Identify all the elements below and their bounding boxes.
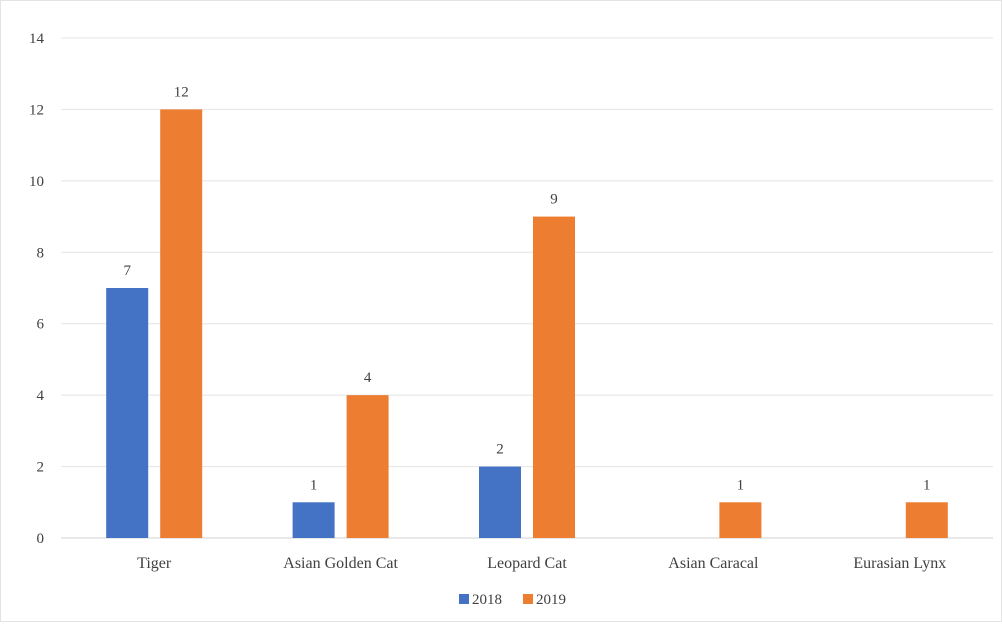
x-tick-label: Asian Caracal	[668, 555, 759, 572]
legend-swatch-2019	[523, 594, 533, 604]
x-tick-label: Asian Golden Cat	[283, 555, 398, 572]
bar-2019-asian-golden-cat	[346, 395, 389, 538]
y-tick-label: 4	[37, 388, 45, 404]
legend-label: 2019	[536, 592, 566, 608]
bar-2019-leopard-cat	[533, 216, 575, 539]
y-tick-label: 8	[37, 245, 45, 261]
data-label: 9	[550, 192, 558, 208]
x-tick-label: Eurasian Lynx	[853, 555, 946, 572]
bar-2018-tiger	[106, 288, 149, 538]
data-label: 1	[737, 477, 745, 493]
legend-swatch-2018	[459, 594, 469, 604]
bar-2019-tiger	[160, 109, 203, 538]
y-tick-label: 0	[37, 531, 45, 547]
y-tick-label: 14	[29, 31, 45, 47]
data-label: 12	[174, 84, 189, 100]
data-label: 2	[496, 442, 504, 458]
x-axis-labels: Tiger Asian Golden Cat Leopard Cat Asian Ca…	[137, 555, 946, 572]
bars	[106, 109, 948, 539]
data-label: 1	[923, 477, 931, 493]
y-axis-ticks: 0 2 4 6 8 10 12 14	[29, 31, 45, 547]
legend: 2018 2019	[459, 592, 566, 608]
bar-2019-eurasian-lynx	[905, 502, 948, 538]
data-label: 1	[310, 477, 318, 493]
data-label: 7	[123, 263, 131, 279]
x-tick-label: Tiger	[137, 555, 172, 572]
gridlines	[61, 37, 993, 468]
bar-2019-asian-caracal	[719, 502, 762, 538]
data-labels: 7 12 1 4 2 9 1 1	[123, 84, 930, 493]
y-tick-label: 12	[29, 102, 44, 118]
y-tick-label: 6	[37, 317, 45, 333]
x-tick-label: Leopard Cat	[487, 555, 567, 572]
data-label: 4	[364, 370, 372, 386]
y-tick-label: 2	[37, 460, 45, 476]
bar-2018-asian-golden-cat	[292, 502, 335, 538]
bar-2018-leopard-cat	[479, 466, 521, 538]
legend-label: 2018	[472, 592, 502, 608]
y-tick-label: 10	[29, 174, 44, 190]
